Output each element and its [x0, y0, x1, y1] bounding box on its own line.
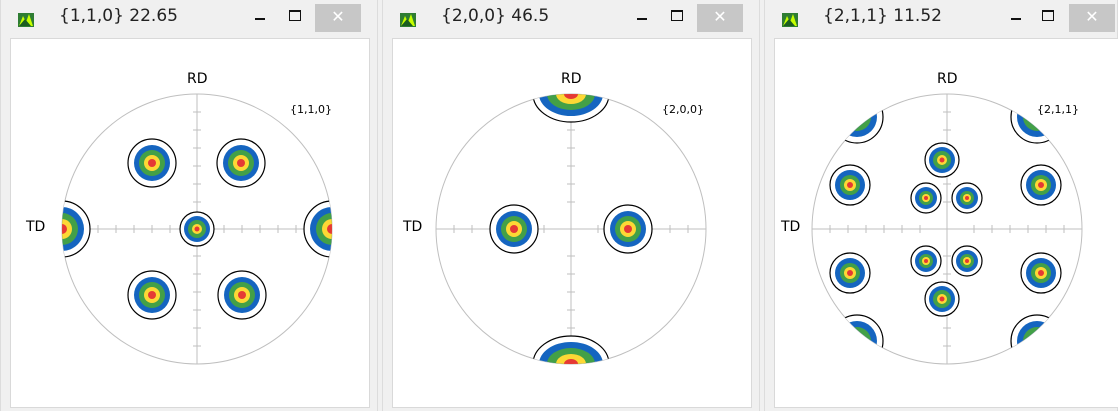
- pole-spot: [910, 182, 942, 214]
- title-bar[interactable]: {1,1,0} 22.65 ✕: [1, 0, 377, 38]
- pole-spot: [829, 164, 871, 206]
- title-bar[interactable]: {2,0,0} 46.5 ✕: [383, 0, 759, 38]
- pole-spot: [910, 245, 942, 277]
- rd-label: RD: [937, 71, 958, 87]
- minimize-button[interactable]: [631, 4, 653, 32]
- app-icon: [18, 13, 34, 27]
- pole-spot: [924, 142, 960, 178]
- maximize-icon: [1042, 10, 1054, 21]
- plane-label: {1,1,0}: [290, 103, 332, 116]
- pole-spot: [951, 182, 983, 214]
- close-button[interactable]: ✕: [1069, 4, 1115, 32]
- pole-spot: [216, 138, 266, 188]
- pole-spot: [127, 138, 177, 188]
- pole-figure-canvas[interactable]: RD TD {2,1,1}: [774, 38, 1118, 408]
- maximize-icon: [289, 10, 301, 21]
- window-title: {1,1,0} 22.65: [59, 6, 178, 26]
- minimize-icon: [255, 18, 265, 20]
- maximize-button[interactable]: [284, 4, 306, 32]
- app-icon: [400, 13, 416, 27]
- maximize-button[interactable]: [1037, 4, 1059, 32]
- pole-spot: [951, 245, 983, 277]
- rd-label: RD: [187, 71, 208, 87]
- close-button[interactable]: ✕: [697, 4, 743, 32]
- window-title: {2,1,1} 11.52: [823, 6, 942, 26]
- minimize-button[interactable]: [249, 4, 271, 32]
- td-label: TD: [403, 219, 423, 235]
- minimize-icon: [1011, 18, 1021, 20]
- maximize-icon: [671, 10, 683, 21]
- app-icon: [782, 13, 798, 27]
- pole-figure-canvas[interactable]: RD TD {2,0,0}: [392, 38, 752, 408]
- pole-figure-window-211: {2,1,1} 11.52 ✕: [764, 0, 1118, 411]
- minimize-icon: [637, 18, 647, 20]
- td-label: TD: [26, 219, 46, 235]
- pole-figure-canvas[interactable]: RD TD {1,1,0}: [10, 38, 370, 408]
- td-label: TD: [781, 219, 801, 235]
- title-bar[interactable]: {2,1,1} 11.52 ✕: [765, 0, 1117, 38]
- rd-label: RD: [561, 71, 582, 87]
- pole-spot: [1020, 164, 1062, 206]
- pole-figure-plot: [811, 93, 1083, 365]
- pole-figure-200: [435, 93, 707, 365]
- plane-label: {2,1,1}: [1037, 103, 1079, 116]
- pole-spot: [1020, 252, 1062, 294]
- pole-spot: [127, 270, 177, 320]
- pole-spot: [603, 204, 653, 254]
- close-button[interactable]: ✕: [315, 4, 361, 32]
- pole-figure-window-200: {2,0,0} 46.5 ✕: [382, 0, 760, 411]
- pole-spot: [489, 204, 539, 254]
- pole-spot: [217, 270, 267, 320]
- maximize-button[interactable]: [666, 4, 688, 32]
- pole-figure-plot: [61, 93, 333, 365]
- pole-spot: [829, 252, 871, 294]
- window-title: {2,0,0} 46.5: [441, 6, 550, 26]
- pole-figure-plot: [435, 93, 707, 365]
- pole-figure-110: [61, 93, 333, 365]
- minimize-button[interactable]: [1005, 4, 1027, 32]
- pole-spot: [924, 281, 960, 317]
- pole-figure-211: [811, 93, 1083, 365]
- pole-spot-edge: [532, 94, 610, 364]
- pole-figure-window-110: {1,1,0} 22.65 ✕: [0, 0, 378, 411]
- pole-spot: [179, 211, 215, 247]
- plane-label: {2,0,0}: [662, 103, 704, 116]
- pole-spot-edge: [62, 200, 332, 258]
